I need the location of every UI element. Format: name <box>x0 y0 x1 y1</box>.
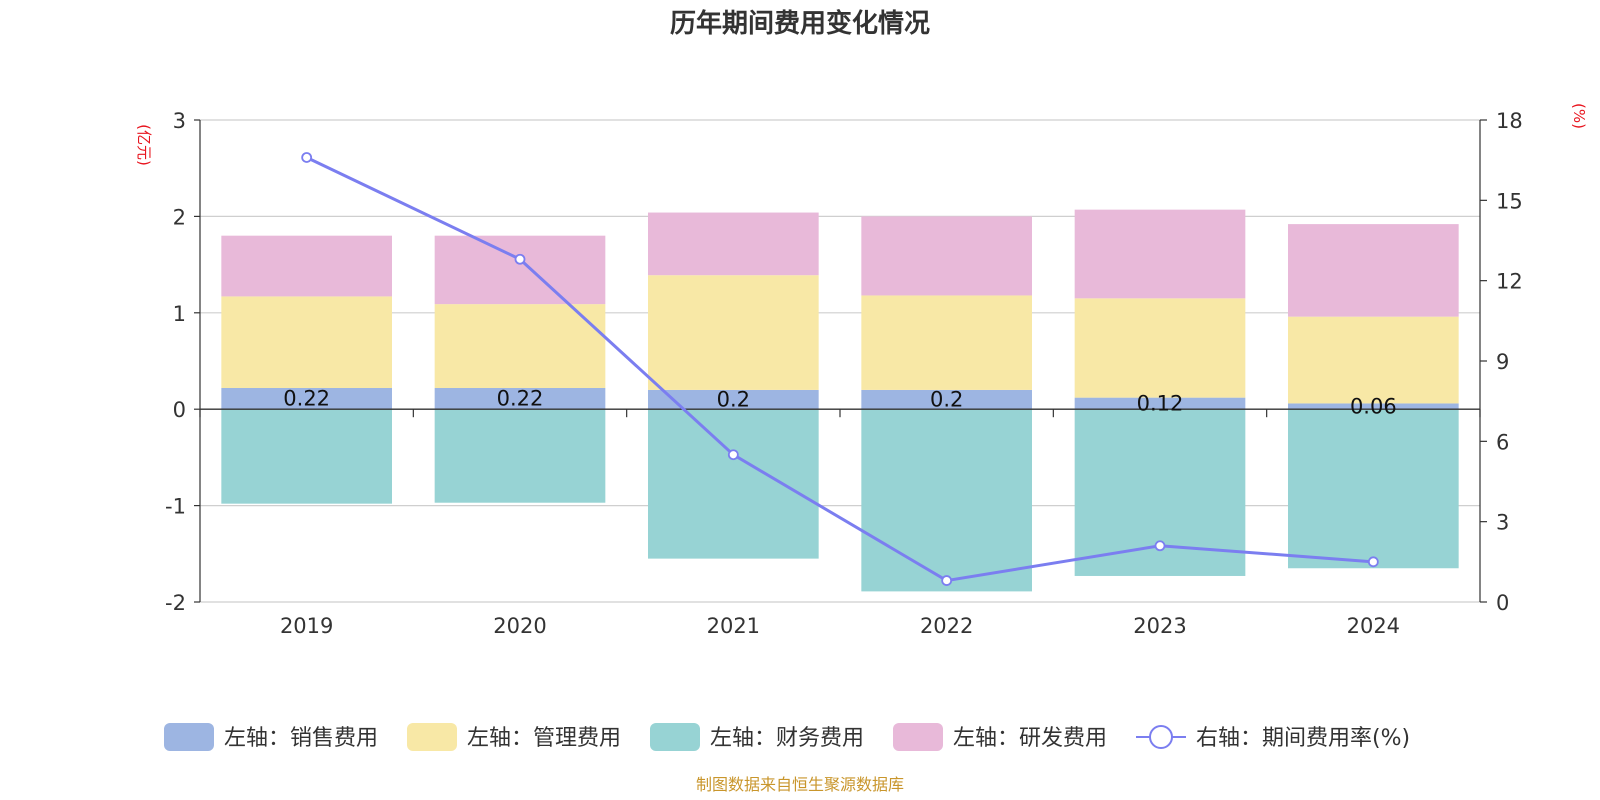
line-point-2019 <box>301 152 313 163</box>
legend-label-4[interactable]: 左轴：研发费用 <box>953 726 1107 751</box>
right-axis-tick-label: 18 <box>1496 109 1523 133</box>
bar-3-2022 <box>861 409 1032 592</box>
line-series-path <box>306 156 1374 583</box>
source-note: 制图数据来自恒生聚源数据库 <box>696 775 904 794</box>
right-axis-tick-label: 15 <box>1496 189 1523 213</box>
line-series <box>301 152 1379 586</box>
bar-4-2019 <box>221 235 392 297</box>
line-point-2022 <box>941 575 953 586</box>
bar-data-label: 0.12 <box>1137 391 1184 415</box>
bar-data-label: 0.06 <box>1350 394 1397 418</box>
right-axis-unit: (%) <box>1570 103 1588 129</box>
bar-1-2019 <box>221 387 392 410</box>
bar-1-2022 <box>861 389 1032 410</box>
legend: 左轴：销售费用 左轴：管理费用 左轴：财务费用 左轴：研发费用 右轴：期间费用率(%) <box>164 723 1410 751</box>
left-axis-tick-label: 3 <box>173 109 186 133</box>
line-point-2021 <box>727 449 739 461</box>
right-axis-tick-label: 0 <box>1496 591 1509 615</box>
legend-swatch-1 <box>164 723 214 751</box>
bar-2-2023 <box>1074 298 1246 398</box>
left-axis-tick-label: -1 <box>165 495 186 519</box>
x-axis-tick-label: 2019 <box>280 614 333 638</box>
bar-1-2024 <box>1288 403 1459 410</box>
bar-4-2023 <box>1074 209 1246 299</box>
right-axis-tick-label: 3 <box>1496 511 1509 535</box>
bar-4-2021 <box>648 212 819 276</box>
x-axis-tick-label: 2024 <box>1347 614 1400 638</box>
bar-1-2023 <box>1074 397 1246 410</box>
left-axis-tick-label: 0 <box>173 398 186 422</box>
data-labels: 0.22 0.22 0.2 0.2 0.12 0.06 <box>283 387 1396 419</box>
legend-swatch-marker <box>1149 725 1173 749</box>
bar-data-label: 0.2 <box>717 388 750 412</box>
legend-swatch-2 <box>407 723 457 751</box>
bar-data-label: 0.22 <box>283 387 330 411</box>
bar-3-2021 <box>648 409 819 559</box>
line-point-2020 <box>514 253 526 265</box>
bar-2-2019 <box>221 296 392 388</box>
left-axis-tick-label: -2 <box>165 591 186 615</box>
legend-label-3[interactable]: 左轴：财务费用 <box>710 726 864 751</box>
legend-swatch-4 <box>893 723 943 751</box>
right-axis-tick-label: 6 <box>1496 430 1509 454</box>
x-axis-tick-label: 2023 <box>1133 614 1186 638</box>
bar-3-2020 <box>434 409 606 503</box>
grid-lines <box>200 119 1480 603</box>
bar-3-2024 <box>1288 409 1459 569</box>
x-axis-tick-label: 2022 <box>920 614 973 638</box>
bar-1-2020 <box>434 387 606 410</box>
x-axis-tick-label: 2020 <box>493 614 546 638</box>
bar-4-2022 <box>861 216 1032 296</box>
bar-series <box>221 209 1459 592</box>
left-axis-tick-label: 2 <box>173 205 186 229</box>
bar-1-2021 <box>648 389 819 410</box>
line-point-2023 <box>1154 540 1166 552</box>
bar-2-2021 <box>648 275 819 390</box>
bar-data-label: 0.2 <box>930 388 963 412</box>
x-axis-tick-label: 2021 <box>707 614 760 638</box>
right-axis-tick-label: 12 <box>1496 270 1523 294</box>
bar-4-2020 <box>434 235 606 305</box>
legend-swatch-3 <box>650 723 700 751</box>
bar-4-2024 <box>1288 224 1459 317</box>
bar-2-2020 <box>434 304 606 388</box>
legend-label-2[interactable]: 左轴：管理费用 <box>467 726 621 751</box>
bar-2-2024 <box>1288 316 1459 404</box>
left-axis-tick-label: 1 <box>173 302 186 326</box>
bar-3-2019 <box>221 409 392 504</box>
legend-label-1[interactable]: 左轴：销售费用 <box>224 726 378 751</box>
line-point-2024 <box>1367 556 1379 568</box>
bar-2-2022 <box>861 295 1032 390</box>
legend-label-5[interactable]: 右轴：期间费用率(%) <box>1196 726 1410 751</box>
chart-title: 历年期间费用变化情况 <box>670 8 930 39</box>
bar-data-label: 0.22 <box>497 387 544 411</box>
right-axis-tick-label: 9 <box>1496 350 1509 374</box>
left-axis-unit: (亿元) <box>135 124 153 166</box>
